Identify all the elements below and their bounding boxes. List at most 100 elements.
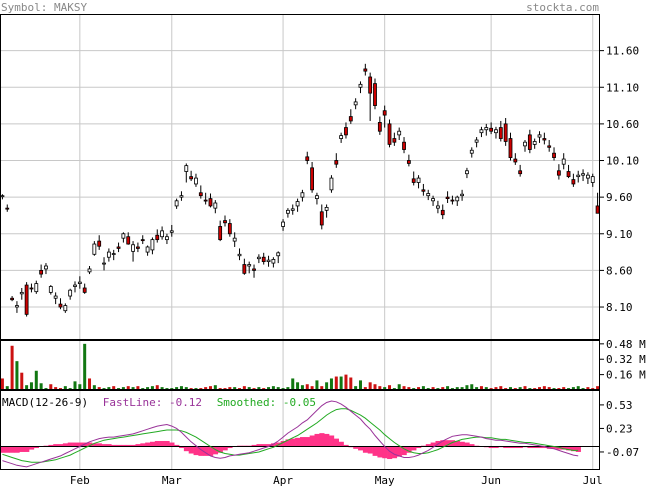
candle-body xyxy=(421,189,426,192)
volume-bar xyxy=(121,387,125,390)
macd-histogram-bar xyxy=(537,446,543,449)
macd-histogram-bar xyxy=(309,435,315,447)
candle-body xyxy=(266,259,271,263)
candle-body xyxy=(39,270,44,275)
volume-bar xyxy=(388,385,392,390)
volume-bar xyxy=(213,385,217,390)
candle-body xyxy=(310,167,314,191)
candle-body xyxy=(363,68,368,72)
site-name: stockta.com xyxy=(526,1,599,14)
candle-body xyxy=(484,127,489,131)
macd-histogram-bar xyxy=(174,444,180,447)
volume-bar xyxy=(349,377,353,390)
candle-body xyxy=(455,196,460,202)
volume-bar xyxy=(460,387,464,390)
volume-bar xyxy=(92,385,96,390)
candle-body xyxy=(189,176,194,180)
candle-body xyxy=(523,141,527,147)
volume-bar xyxy=(479,386,483,390)
candle-body xyxy=(295,201,300,207)
volume-bar xyxy=(15,361,19,390)
candle-body xyxy=(329,177,334,191)
macd-histogram-bar xyxy=(508,446,514,449)
candle-body xyxy=(402,141,406,150)
macd-histogram-bar xyxy=(111,444,117,447)
macd-histogram-bar xyxy=(304,437,310,447)
price-tick-label: 8.10 xyxy=(606,301,633,314)
volume-bar xyxy=(446,386,450,390)
volume-bar xyxy=(383,387,387,390)
candle-body xyxy=(547,145,552,148)
volume-bar xyxy=(150,386,154,390)
volume-bar xyxy=(88,378,92,390)
candle-body xyxy=(131,244,135,252)
candle-body xyxy=(223,220,227,224)
macd-histogram-bar xyxy=(53,444,59,447)
macd-histogram-bar xyxy=(91,443,98,447)
macd-histogram-bar xyxy=(251,444,257,447)
candle-body xyxy=(5,207,10,210)
candle-body xyxy=(256,256,261,260)
volume-bar xyxy=(228,387,232,390)
x-axis-labels: Feb Mar Apr May Jun Jul xyxy=(70,474,603,486)
macd-histogram-bar xyxy=(188,446,194,454)
price-tick-label: 11.10 xyxy=(606,81,639,94)
candle-body xyxy=(286,209,290,214)
panel-frame xyxy=(0,340,600,390)
macd-histogram-bar xyxy=(532,446,538,449)
candle-body xyxy=(518,170,523,175)
macd-smoothed-line xyxy=(2,408,579,463)
macd-tick-label: 0.53 xyxy=(606,399,633,412)
macd-histogram-bar xyxy=(24,446,30,452)
macd-histogram-bar xyxy=(295,437,301,447)
candle-body xyxy=(227,223,232,235)
macd-histogram-bar xyxy=(454,440,460,447)
candle-body xyxy=(136,246,140,249)
candle-body xyxy=(489,127,494,132)
volume-bar xyxy=(242,386,246,390)
candle-body xyxy=(97,240,102,247)
macd-name: MACD(12-26-9) xyxy=(2,396,89,409)
candle-body xyxy=(513,158,518,163)
candle-body xyxy=(426,193,431,197)
volume-bar xyxy=(402,386,406,390)
macd-histogram-bar xyxy=(329,435,335,447)
macd-histogram-bar xyxy=(169,442,175,447)
macd-fast-line xyxy=(2,400,579,468)
candle-body xyxy=(595,205,600,214)
macd-histogram-bar xyxy=(77,442,83,447)
macd-histogram-bar xyxy=(445,440,451,447)
volume-bar xyxy=(397,384,401,390)
volume-bar xyxy=(562,387,566,390)
candle-body xyxy=(494,129,498,134)
candle-body xyxy=(406,160,411,164)
volume-bar xyxy=(29,382,33,390)
candle-body xyxy=(576,174,581,178)
candle-body xyxy=(169,230,174,233)
macd-histogram-bar xyxy=(58,444,64,447)
volume-bar xyxy=(160,387,164,390)
volume-bar xyxy=(267,387,271,390)
macd-panel xyxy=(0,400,600,468)
macd-histogram-bar xyxy=(19,446,25,452)
volume-bar xyxy=(354,386,358,390)
candle-body xyxy=(19,291,24,295)
macd-histogram-bar xyxy=(551,446,557,449)
candle-body xyxy=(552,152,556,158)
macd-histogram-bar xyxy=(367,446,373,454)
volume-bar xyxy=(315,380,319,390)
candle-body xyxy=(382,110,387,116)
volume-bar xyxy=(547,387,551,390)
macd-histogram-bar xyxy=(261,444,267,447)
candle-body xyxy=(232,237,237,242)
candle-body xyxy=(87,268,92,273)
macd-histogram-bar xyxy=(33,446,40,449)
month-label: Jul xyxy=(583,474,603,486)
candle-body xyxy=(68,289,73,297)
price-tick-label: 8.60 xyxy=(606,264,633,277)
volume-bar xyxy=(257,387,261,390)
candle-body xyxy=(368,76,373,94)
candle-body xyxy=(111,253,116,255)
panel-frame xyxy=(0,14,600,340)
